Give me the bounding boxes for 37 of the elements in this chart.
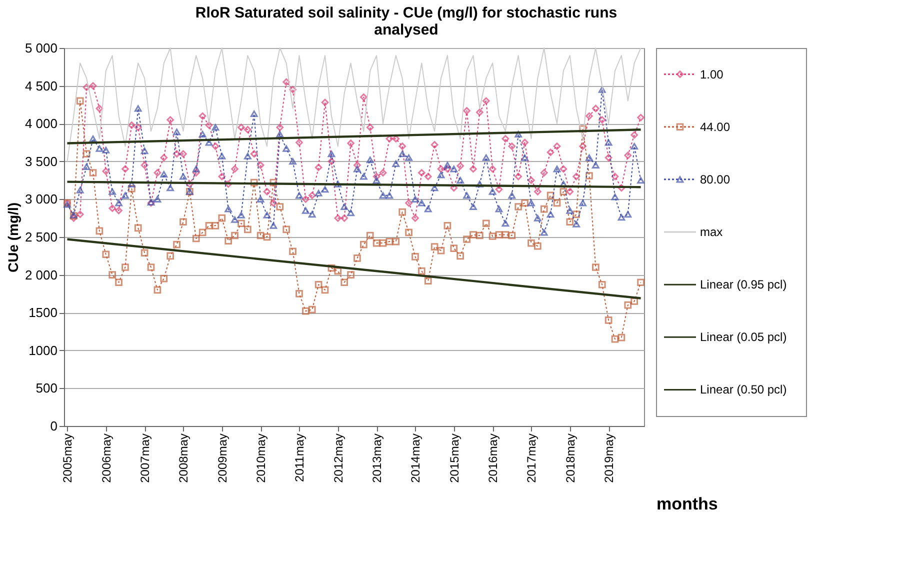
y-tick-label: 3 500 (24, 154, 58, 169)
line-series (66, 48, 642, 162)
x-tick-label: 2016may (486, 434, 500, 483)
legend-label: Linear (0.50 pcl) (700, 382, 787, 397)
x-tick-label: 2018may (563, 434, 578, 483)
y-tick-label: 2 000 (24, 267, 58, 282)
y-tick-label: 500 (36, 380, 58, 396)
x-tick-label: 2019may (602, 434, 616, 483)
x-tick-label: 2015may (447, 434, 462, 483)
y-tick-label: 5 000 (24, 40, 58, 56)
x-tick-label: 2006may (99, 434, 114, 483)
y-tick-label: 0 (50, 418, 58, 434)
y-axis-title: CUe (mg/l) (4, 202, 21, 272)
legend-label: 44.00 (700, 120, 730, 134)
x-tick-label: 2017may (524, 434, 539, 483)
legend-label: Linear (0.95 pcl) (700, 278, 787, 292)
y-tick-label: 4 500 (24, 78, 58, 94)
x-tick-label: 2007may (138, 434, 152, 483)
x-axis-title: months (656, 494, 718, 514)
y-tick-label: 1500 (28, 305, 58, 320)
x-tick-label: 2014may (408, 434, 423, 483)
y-tick-label: 2 500 (24, 230, 58, 244)
y-tick-label: 4 000 (24, 116, 58, 132)
x-tick-label: 2005may (60, 434, 75, 483)
x-tick-label: 2013may (370, 434, 384, 483)
legend-label: max (700, 225, 723, 239)
x-tick-label: 2012may (331, 434, 346, 483)
y-tick-label: 3 000 (24, 192, 58, 207)
x-tick-label: 2008may (176, 434, 191, 483)
x-tick-label: 2010may (254, 434, 268, 483)
legend-label: 1.00 (700, 67, 724, 82)
chart-title: RloR Saturated soil salinity - CUe (mg/l) for stochastic runs analysed (195, 4, 618, 38)
y-tick-label: 1000 (28, 342, 58, 358)
legend-label: 80.00 (700, 172, 730, 186)
x-tick-label: 2011may (292, 434, 307, 482)
x-tick-label: 2009may (215, 434, 230, 483)
legend-label: Linear (0.05 pcl) (700, 330, 787, 344)
